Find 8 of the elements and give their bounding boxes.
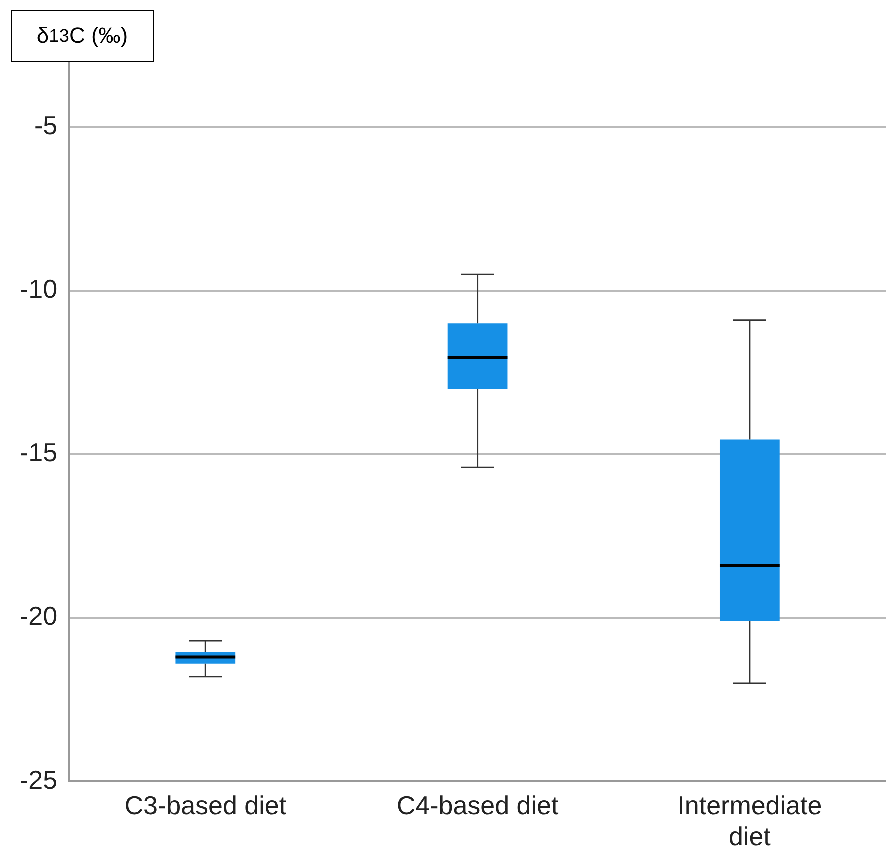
x-tick-label: C3-based diet (124, 790, 288, 820)
y-tick-label: -15 (20, 438, 58, 468)
y-tick-label: -5 (34, 110, 58, 141)
y-tick-label: -20 (20, 601, 58, 632)
y-tick-label: -25 (20, 764, 58, 795)
x-tick-label: Intermediate diet (678, 790, 822, 852)
y-tick-label: -10 (20, 274, 58, 304)
x-tick-label: C4-based diet (396, 790, 560, 820)
